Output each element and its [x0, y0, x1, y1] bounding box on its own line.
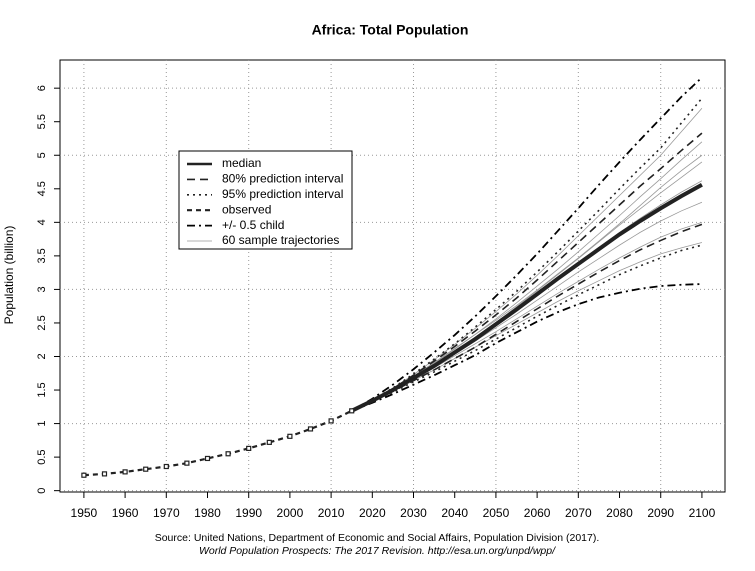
- data-point: [349, 408, 355, 414]
- x-tick-label: 2060: [524, 506, 551, 520]
- source-note: World Population Prospects: The 2017 Rev…: [199, 545, 556, 557]
- y-tick-label: 0.5: [36, 449, 48, 464]
- data-point: [143, 466, 149, 472]
- data-point: [122, 469, 128, 475]
- data-point: [81, 472, 87, 478]
- y-tick-label: 2: [36, 353, 48, 359]
- y-tick-label: 0: [36, 488, 48, 494]
- x-tick-label: 2090: [647, 506, 674, 520]
- x-tick-label: 2040: [441, 506, 468, 520]
- data-point: [307, 426, 314, 432]
- x-tick-label: 1990: [235, 506, 262, 520]
- series-line: [351, 76, 703, 412]
- y-tick-label: 5: [36, 152, 48, 158]
- series-line: [351, 242, 703, 412]
- legend-label: 60 sample trajectories: [222, 233, 339, 247]
- chart-title: Africa: Total Population: [312, 22, 469, 38]
- x-tick-label: 2000: [277, 506, 304, 520]
- x-tick-label: 1980: [194, 506, 221, 520]
- data-point: [266, 439, 272, 445]
- legend-label: 80% prediction interval: [222, 172, 343, 186]
- series-line: [351, 132, 703, 412]
- y-tick-label: 4: [36, 219, 48, 225]
- x-tick-label: 2030: [400, 506, 427, 520]
- x-tick-label: 2070: [565, 506, 592, 520]
- y-tick-label: 6: [36, 85, 48, 91]
- source-note: Source: United Nations, Department of Ec…: [155, 532, 600, 544]
- y-tick-label: 3.5: [36, 248, 48, 263]
- series-line: [351, 97, 703, 412]
- y-tick-label: 1: [36, 421, 48, 427]
- legend-label: median: [222, 156, 261, 170]
- series-line: [351, 108, 703, 412]
- y-tick-label: 4.5: [36, 181, 48, 196]
- x-tick-label: 2020: [359, 506, 386, 520]
- x-tick-label: 1950: [71, 506, 98, 520]
- data-point: [163, 463, 169, 470]
- legend-label: 95% prediction interval: [222, 187, 343, 201]
- data-point: [225, 451, 231, 457]
- y-tick-label: 2.5: [36, 315, 48, 330]
- y-tick-label: 3: [36, 286, 48, 292]
- series-line: [350, 183, 703, 413]
- series-line: [351, 141, 703, 412]
- series-line: [351, 161, 703, 412]
- series-line: [351, 223, 703, 412]
- data-point: [204, 455, 211, 462]
- data-point: [184, 460, 190, 466]
- x-tick-label: 2080: [606, 506, 633, 520]
- x-tick-label: 1970: [153, 506, 180, 520]
- x-tick-label: 2100: [689, 506, 716, 520]
- series-line: [83, 409, 353, 477]
- y-tick-label: 1.5: [36, 382, 48, 397]
- x-tick-label: 2050: [483, 506, 510, 520]
- series-line: [351, 154, 703, 412]
- y-axis-label: Population (billion): [2, 226, 16, 325]
- data-point: [287, 433, 293, 439]
- legend-label: observed: [222, 202, 271, 216]
- legend-box: [178, 150, 353, 250]
- x-tick-label: 2010: [318, 506, 345, 520]
- data-point: [246, 445, 252, 451]
- legend-label: +/- 0.5 child: [222, 218, 284, 232]
- x-tick-label: 1960: [112, 506, 139, 520]
- plot-frame: [59, 59, 726, 493]
- data-point: [328, 418, 334, 424]
- y-tick-label: 5.5: [36, 114, 48, 129]
- data-point: [101, 471, 108, 477]
